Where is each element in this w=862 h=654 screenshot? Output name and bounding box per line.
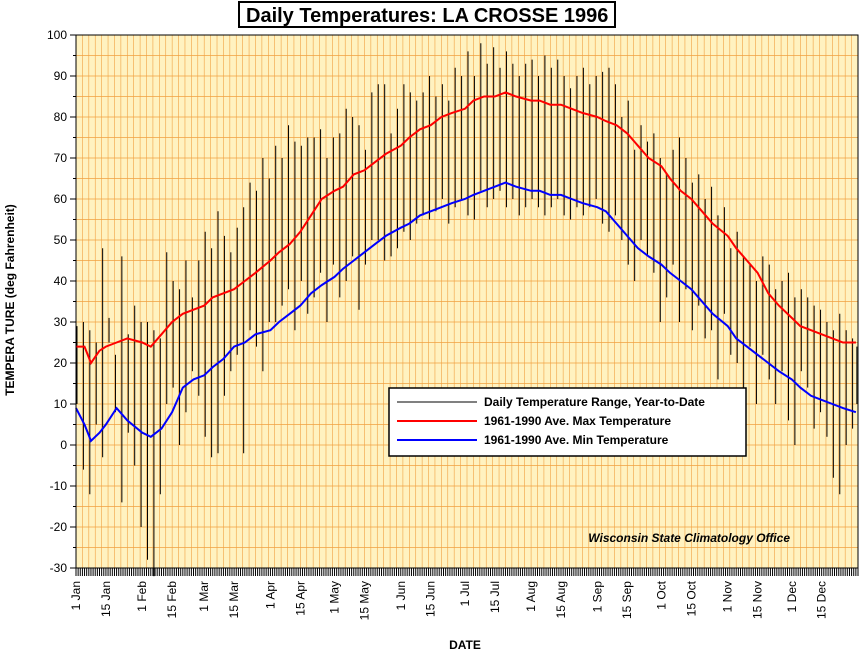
y-tick-label: 80 xyxy=(54,110,68,124)
y-axis-title: TEMPERA TURE (deg Fahrenheit) xyxy=(3,204,17,396)
x-tick-label: 15 May xyxy=(357,581,371,620)
y-tick-label: 90 xyxy=(54,69,68,83)
legend-label-max: 1961-1990 Ave. Max Temperature xyxy=(484,414,671,428)
x-axis-day-ticks xyxy=(75,568,859,576)
y-tick-label: 70 xyxy=(54,151,68,165)
y-tick-label: 20 xyxy=(54,356,68,370)
series-line-ave-max xyxy=(76,91,856,366)
x-tick-label: 1 Apr xyxy=(263,581,277,609)
y-tick-label: 10 xyxy=(54,397,68,411)
x-tick-label: 1 Dec xyxy=(785,581,799,612)
y-tick-label: 30 xyxy=(54,315,68,329)
x-tick-label: 15 Mar xyxy=(227,581,241,618)
x-tick-label: 1 Sep xyxy=(590,581,604,613)
x-tick-label: 1 Aug xyxy=(524,581,538,612)
y-tick-label: -30 xyxy=(50,561,68,575)
y-tick-label: 0 xyxy=(60,438,67,452)
x-tick-label: 15 Dec xyxy=(815,581,829,619)
x-tick-label: 1 Jan xyxy=(69,581,83,610)
y-tick-label: -10 xyxy=(50,479,68,493)
x-tick-label: 1 Mar xyxy=(197,581,211,612)
x-tick-label: 1 Nov xyxy=(721,581,735,612)
x-tick-label: 1 Feb xyxy=(135,581,149,612)
x-tick-label: 15 Aug xyxy=(554,581,568,618)
x-axis-tick-labels: 1 Jan 15 Jan 1 Feb 15 Feb 1 Mar 15 Mar 1 Apr 15… xyxy=(69,580,829,620)
daily-range-series xyxy=(76,43,858,577)
y-axis-ticks: -30 -20 -10 0 10 20 30 40 50 60 70 80 90 100 xyxy=(47,28,76,575)
credit-annotation: Wisconsin State Climatology Office xyxy=(588,531,790,545)
x-tick-label: 15 Jun xyxy=(424,581,438,617)
x-tick-label: 15 Jan xyxy=(99,581,113,617)
x-tick-label: 15 Feb xyxy=(165,581,179,619)
y-tick-label: 60 xyxy=(54,192,68,206)
x-tick-label: 1 Jul xyxy=(458,581,472,606)
chart-title: Daily Temperatures: LA CROSSE 1996 xyxy=(238,1,617,28)
legend-label-range: Daily Temperature Range, Year-to-Date xyxy=(484,395,705,409)
x-tick-label: 15 Jul xyxy=(488,581,502,613)
legend: Daily Temperature Range, Year-to-Date 19… xyxy=(388,387,747,457)
y-tick-label: 100 xyxy=(47,28,67,42)
y-tick-label: -20 xyxy=(50,520,68,534)
series-line-ave-min xyxy=(75,181,857,443)
y-tick-label: 40 xyxy=(54,274,68,288)
x-tick-label: 15 Apr xyxy=(293,581,307,616)
legend-label-min: 1961-1990 Ave. Min Temperature xyxy=(484,433,669,447)
y-tick-label: 50 xyxy=(54,233,68,247)
x-tick-label: 1 May xyxy=(328,581,342,614)
x-tick-label: 15 Nov xyxy=(751,581,765,619)
x-tick-label: 1 Jun xyxy=(394,581,408,610)
x-axis-title: DATE xyxy=(449,638,481,652)
x-tick-label: 15 Sep xyxy=(620,581,634,619)
x-tick-label: 15 Oct xyxy=(684,580,698,616)
x-tick-label: 1 Oct xyxy=(654,580,668,609)
